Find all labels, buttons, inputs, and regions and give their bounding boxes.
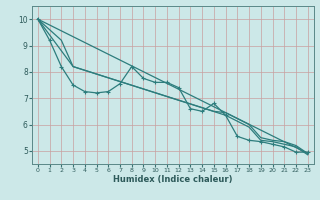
X-axis label: Humidex (Indice chaleur): Humidex (Indice chaleur): [113, 175, 233, 184]
